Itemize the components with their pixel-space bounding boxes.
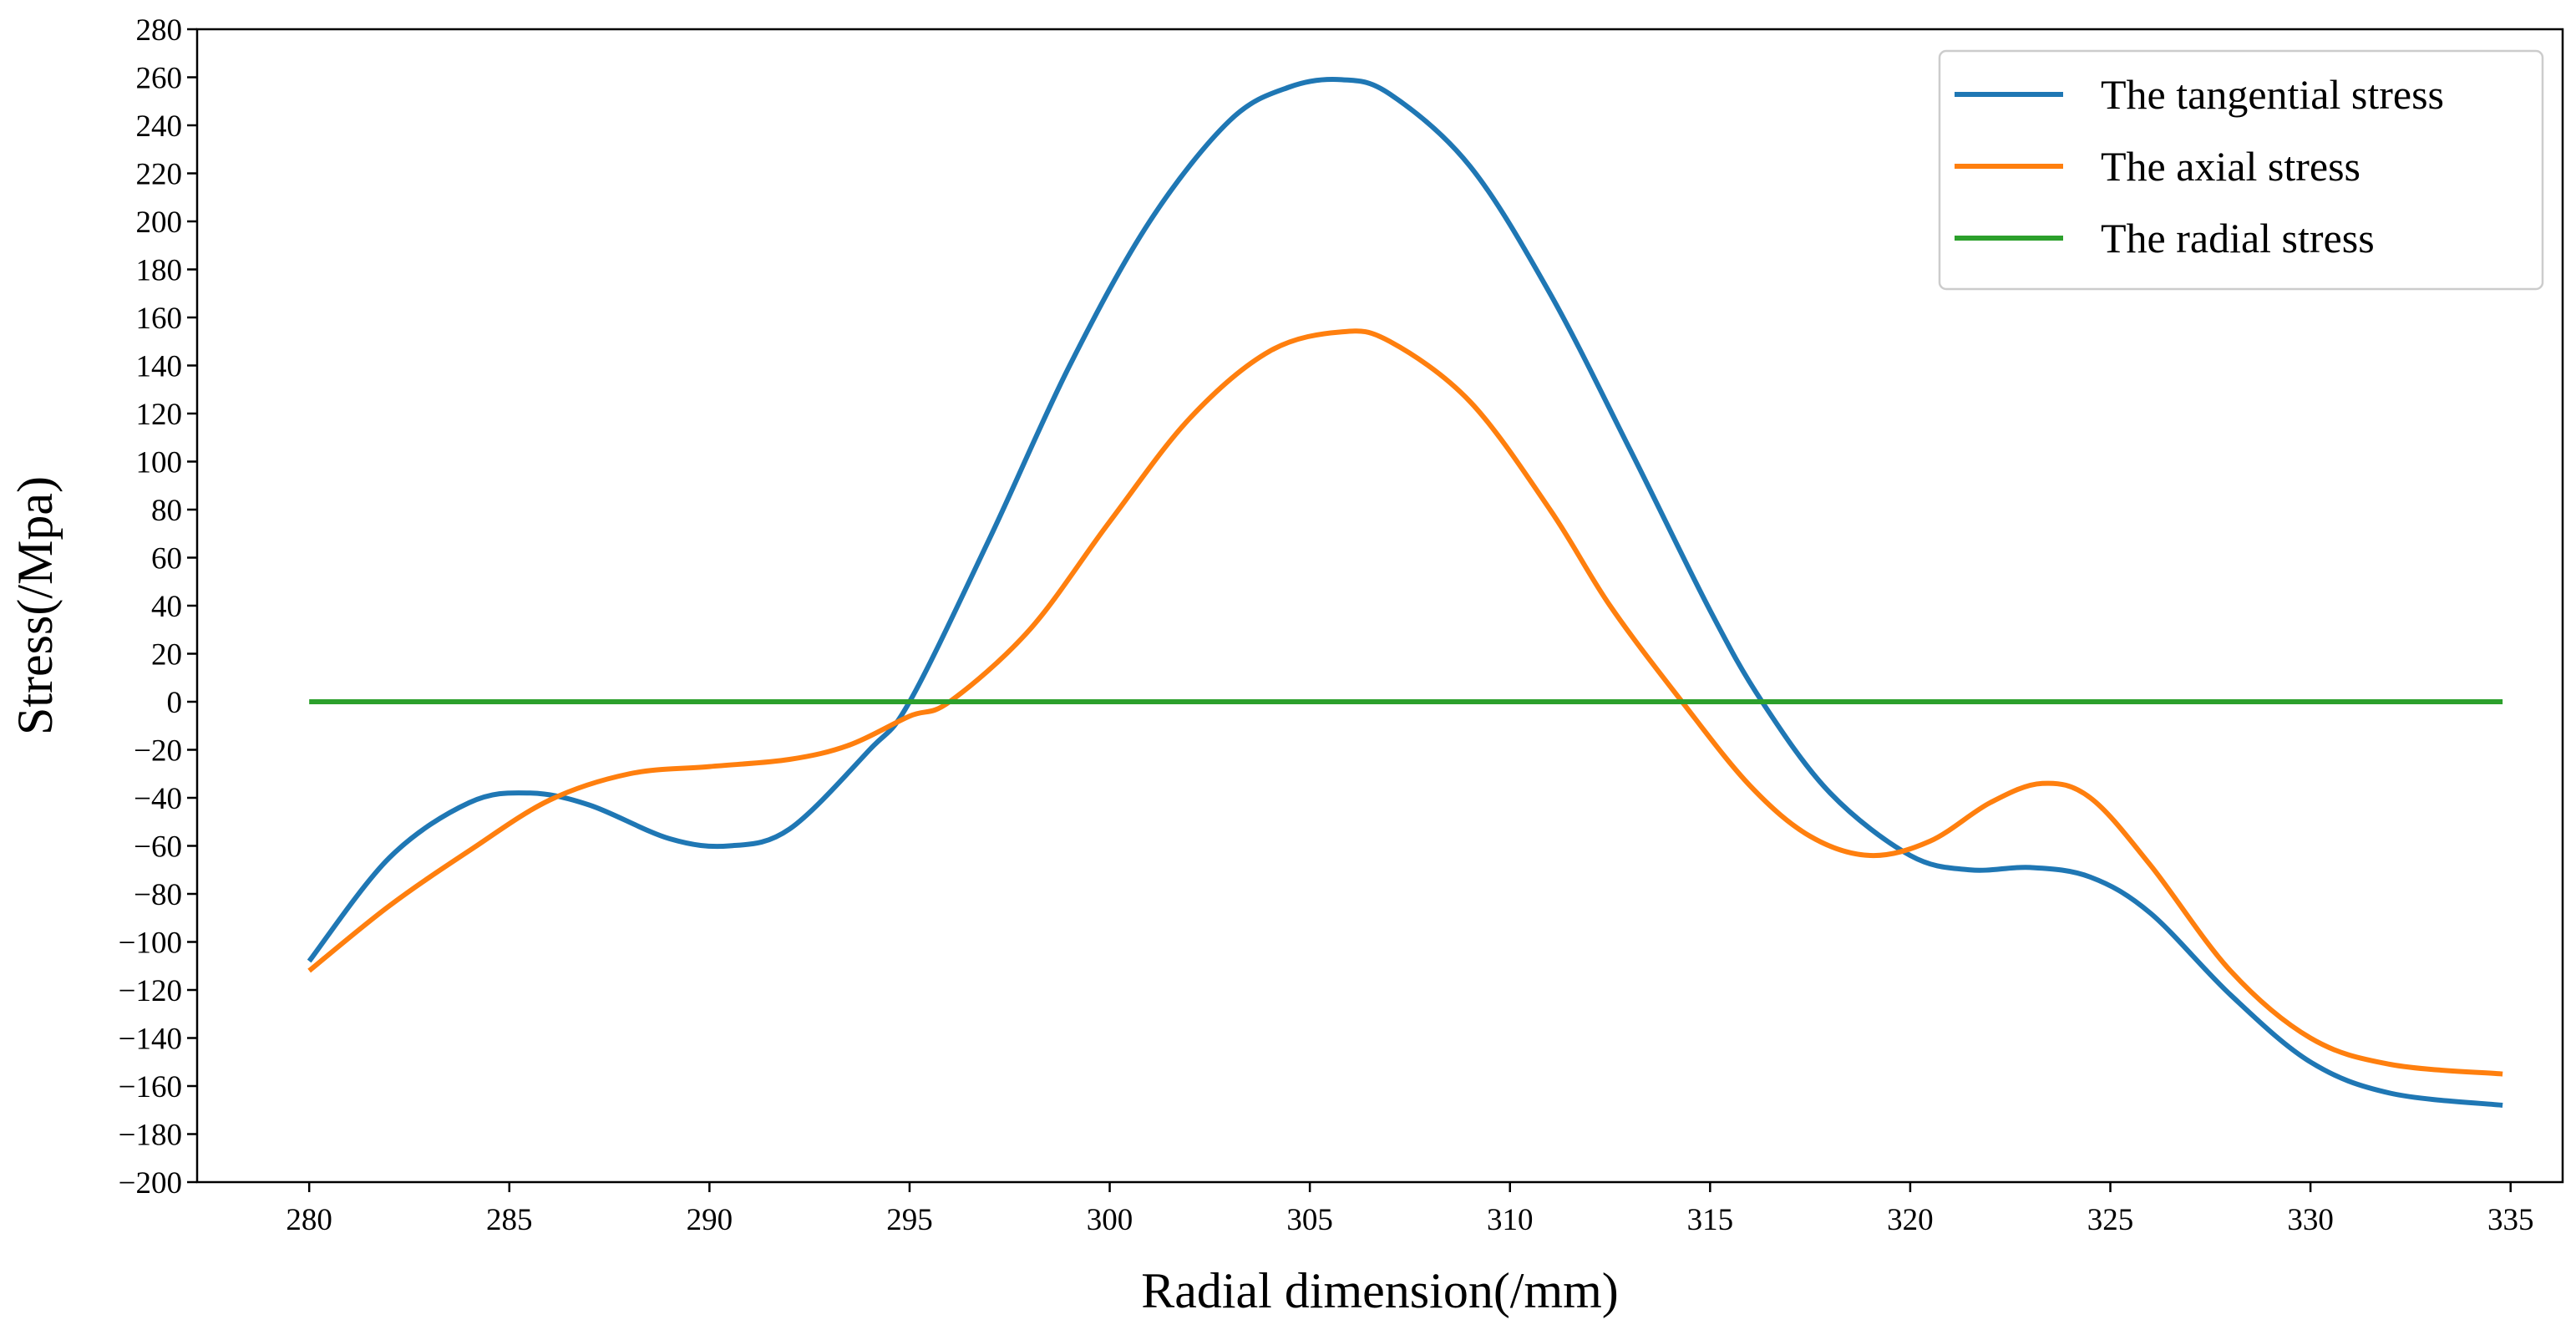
y-tick-label: 240 xyxy=(136,109,183,144)
y-tick-label: 20 xyxy=(151,638,182,673)
y-tick-label: 60 xyxy=(151,542,182,576)
y-tick-label: 100 xyxy=(136,446,183,480)
y-tick-label: −180 xyxy=(119,1119,182,1153)
legend-label: The axial stress xyxy=(2101,143,2360,190)
y-tick-label: −120 xyxy=(119,974,182,1008)
x-tick-label: 305 xyxy=(1286,1203,1333,1237)
x-tick-label: 300 xyxy=(1087,1203,1133,1237)
x-tick-label: 325 xyxy=(2087,1203,2134,1237)
x-tick-label: 280 xyxy=(286,1203,332,1237)
x-tick-label: 295 xyxy=(886,1203,933,1237)
y-tick-label: −20 xyxy=(134,734,182,769)
y-tick-label: 140 xyxy=(136,350,183,384)
y-tick-label: −200 xyxy=(119,1166,182,1200)
y-tick-label: 200 xyxy=(136,206,183,240)
y-axis-label: Stress(/Mpa) xyxy=(8,476,63,735)
y-tick-label: 280 xyxy=(136,13,183,48)
y-tick-label: 40 xyxy=(151,590,182,624)
series-line-1 xyxy=(307,76,2503,1108)
x-tick-label: 335 xyxy=(2487,1203,2534,1237)
y-tick-label: 220 xyxy=(136,158,183,192)
series-line-2 xyxy=(307,328,2503,1077)
legend-label: The tangential stress xyxy=(2101,71,2444,118)
x-tick-label: 290 xyxy=(687,1203,733,1237)
x-tick-label: 320 xyxy=(1887,1203,1934,1237)
series-layer xyxy=(307,76,2503,1108)
y-tick-label: −60 xyxy=(134,830,182,865)
y-tick-label: 80 xyxy=(151,494,182,528)
y-tick-label: −100 xyxy=(119,926,182,961)
x-tick-label: 285 xyxy=(486,1203,533,1237)
x-axis-ticks: 280 285 290 295 300 305 310 315 320 325 330 335 xyxy=(286,1182,2533,1237)
y-tick-label: −80 xyxy=(134,878,182,912)
y-tick-label: 120 xyxy=(136,398,183,432)
y-tick-label: 260 xyxy=(136,62,183,96)
y-tick-label: 180 xyxy=(136,254,183,288)
y-tick-label: 0 xyxy=(167,686,183,720)
x-tick-label: 330 xyxy=(2287,1203,2334,1237)
legend-label: The radial stress xyxy=(2101,215,2375,261)
legend: The tangential stress The axial stress The… xyxy=(1938,49,2544,291)
y-tick-label: −40 xyxy=(134,782,182,816)
x-tick-label: 310 xyxy=(1487,1203,1534,1237)
y-axis-ticks: −200−180−160−140−120−100−80−60−40−200204… xyxy=(119,13,197,1200)
x-tick-label: 315 xyxy=(1687,1203,1734,1237)
legend-box xyxy=(1938,49,2544,291)
x-axis-label: Radial dimension(/mm) xyxy=(1141,1263,1619,1318)
y-tick-label: −140 xyxy=(119,1023,182,1057)
y-tick-label: 160 xyxy=(136,302,183,336)
y-tick-label: −160 xyxy=(119,1070,182,1104)
